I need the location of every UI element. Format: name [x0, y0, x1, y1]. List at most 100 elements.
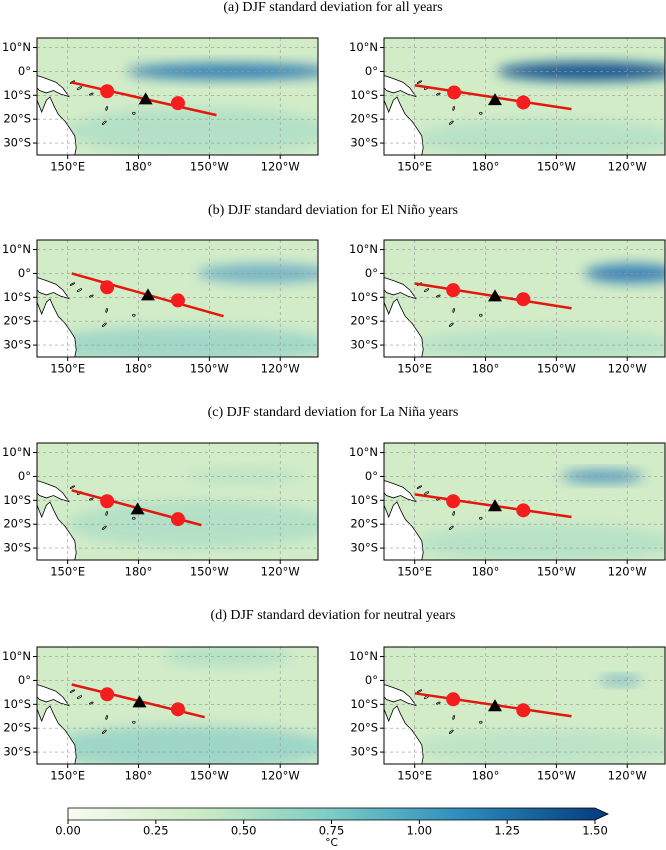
sst-variance-region	[162, 647, 293, 667]
island	[117, 374, 123, 378]
colorbar-extend	[595, 808, 608, 820]
map-panel: 10°N 0° 10°S 20°S 30°S 150°E 180° 150°W 120°W	[2, 646, 319, 785]
sst-variance-region	[497, 61, 665, 81]
site-circle	[170, 96, 185, 111]
colorbar-tick-label: 1.50	[582, 824, 608, 838]
island	[101, 322, 107, 327]
sst-variance-region	[67, 500, 318, 549]
land	[37, 705, 77, 764]
site-triangle	[487, 93, 502, 106]
panel-frame	[36, 239, 319, 358]
sst-variance-region	[44, 325, 318, 357]
island	[448, 525, 454, 530]
lat-tick-label: 0°	[365, 469, 378, 483]
lon-tick-label: 150°E	[50, 362, 85, 376]
island	[452, 308, 455, 313]
colorbar-tick-label: 0.25	[143, 824, 169, 838]
lat-tick-label: 0°	[365, 673, 378, 687]
lat-tick-label: 10°N	[2, 445, 31, 459]
island	[452, 106, 455, 111]
land	[384, 501, 424, 560]
site-circle	[100, 687, 115, 702]
site-circle	[170, 702, 185, 717]
site-triangle	[130, 502, 145, 515]
lon-tick-label: 180°	[125, 362, 153, 376]
lat-tick-label: 0°	[18, 673, 31, 687]
lon-tick-label: 150°W	[190, 160, 229, 174]
island	[464, 172, 470, 176]
map-panel: 10°N 0° 10°S 20°S 30°S 150°E 180° 150°W 120°W	[2, 37, 319, 176]
lat-tick-label: 0°	[365, 64, 378, 78]
lat-tick-label: 10°S	[3, 697, 31, 711]
land	[37, 298, 77, 357]
map-panel: 10°N 0° 10°S 20°S 30°S 150°E 180° 150°W 120°W	[2, 239, 319, 378]
island	[448, 322, 454, 327]
island	[76, 288, 83, 292]
lat-tick-label: 30°S	[3, 745, 31, 759]
colorbar-frame	[67, 807, 609, 821]
land	[37, 277, 70, 300]
lon-tick-label: 120°W	[608, 769, 647, 783]
island	[448, 120, 454, 125]
lon-tick-label: 120°W	[261, 160, 300, 174]
island	[117, 781, 123, 785]
lat-tick-label: 30°S	[350, 541, 378, 555]
lon-tick-label: 120°W	[608, 362, 647, 376]
panel-frame	[36, 646, 319, 765]
land	[37, 480, 70, 503]
island	[76, 86, 83, 90]
lon-tick-label: 120°W	[261, 362, 300, 376]
lon-tick-label: 150°W	[190, 362, 229, 376]
island	[132, 313, 136, 317]
panel-row-title: (c) DJF standard deviation for La Niña y…	[208, 405, 459, 420]
land	[384, 75, 417, 98]
colorbar-tick-label: 0.50	[231, 824, 257, 838]
lat-tick-label: 0°	[365, 266, 378, 280]
land	[384, 480, 417, 503]
island	[101, 729, 107, 734]
map-field	[37, 443, 318, 560]
lat-tick-label: 10°N	[349, 242, 378, 256]
lon-tick-label: 120°W	[608, 565, 647, 579]
lat-tick-label: 20°S	[3, 721, 31, 735]
lon-tick-label: 150°W	[537, 565, 576, 579]
island	[69, 485, 76, 489]
island	[117, 172, 123, 176]
land	[384, 684, 417, 707]
lon-tick-label: 180°	[472, 362, 500, 376]
sst-variance-region	[67, 107, 318, 155]
land	[37, 501, 77, 560]
lat-tick-label: 10°N	[2, 649, 31, 663]
lon-tick-label: 150°E	[397, 769, 432, 783]
island	[416, 485, 423, 489]
island	[105, 715, 108, 720]
lat-tick-label: 30°S	[3, 136, 31, 150]
island	[436, 92, 441, 96]
lon-tick-label: 150°E	[50, 769, 85, 783]
lat-tick-label: 10°N	[349, 445, 378, 459]
lat-tick-label: 10°S	[350, 290, 378, 304]
island	[105, 106, 108, 111]
island	[89, 92, 94, 96]
lon-tick-label: 180°	[472, 769, 500, 783]
lat-tick-label: 20°S	[350, 517, 378, 531]
panel-frame	[383, 442, 666, 561]
lat-tick-label: 10°S	[350, 697, 378, 711]
lon-tick-label: 120°W	[261, 769, 300, 783]
island	[479, 111, 483, 115]
colorbar-label: °C	[325, 837, 338, 849]
map-panel: 10°N 0° 10°S 20°S 30°S 150°E 180° 150°W 120°W	[349, 442, 666, 579]
panel-frame	[36, 442, 319, 561]
sst-variance-region	[414, 730, 665, 764]
lon-tick-label: 150°E	[397, 565, 432, 579]
site-triangle	[487, 289, 502, 302]
panel-row-title: (a) DJF standard deviation for all years	[223, 0, 442, 15]
lon-tick-label: 180°	[472, 565, 500, 579]
lon-tick-label: 180°	[472, 160, 500, 174]
site-circle	[516, 95, 531, 110]
island	[89, 497, 94, 501]
lon-tick-label: 150°E	[50, 160, 85, 174]
site-circle	[516, 503, 531, 518]
island	[448, 729, 454, 734]
